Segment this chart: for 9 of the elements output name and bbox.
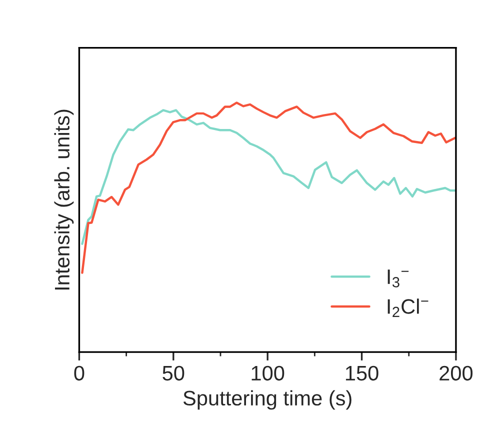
x-tick-label: 50 [162,366,184,381]
x-tick-label: 100 [252,366,284,381]
x-tick-label: 150 [346,366,378,381]
legend-label: I$_{2}$Cl$^{−}$ [388,298,428,317]
x-tick-label: 0 [74,366,84,381]
x-axis-title: Sputtering time (s) [183,390,352,410]
x-tick-label: 200 [440,366,473,381]
y-axis-title: Intensity (arb. units) [54,110,74,290]
legend-label: I$_{3}$$^{−}$ [388,270,409,288]
